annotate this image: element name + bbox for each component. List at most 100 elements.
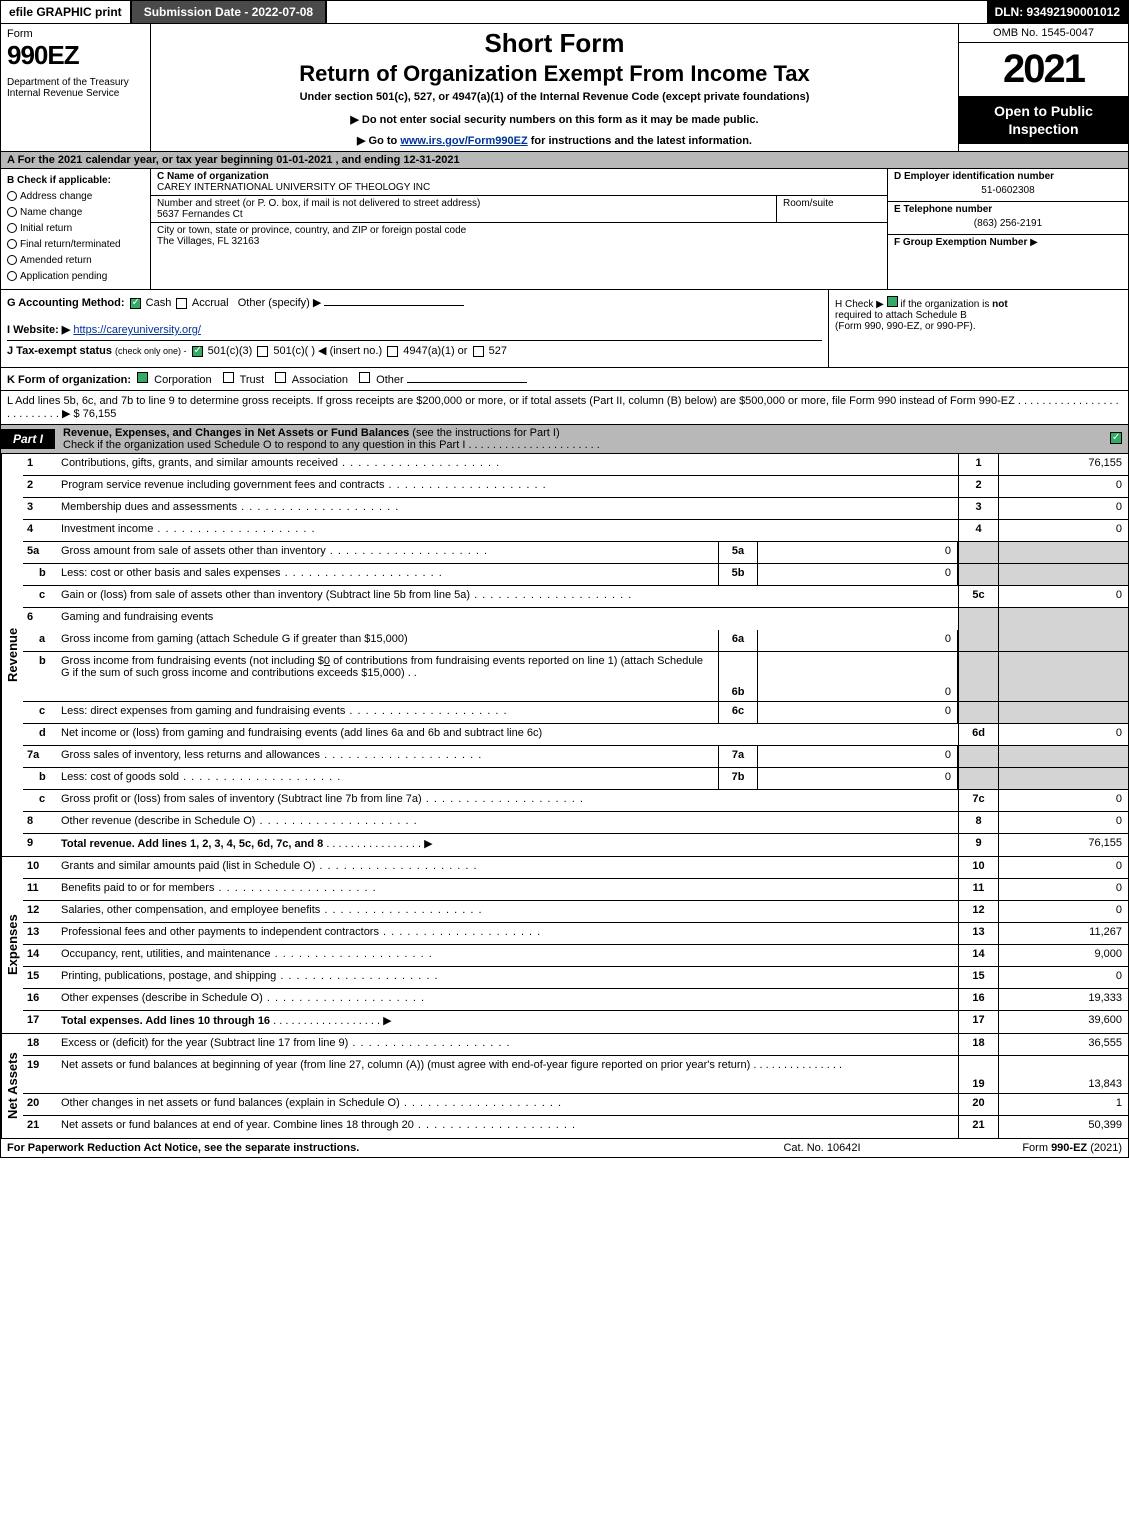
g-accrual: Accrual [192, 297, 229, 309]
j-4947: 4947(a)(1) or [403, 345, 467, 357]
c-addr-hint: Number and street (or P. O. box, if mail… [157, 198, 770, 209]
j-hint: (check only one) - [115, 346, 187, 356]
row-21: 21Net assets or fund balances at end of … [23, 1116, 1128, 1138]
c-city: The Villages, FL 32163 [157, 236, 881, 247]
donot-note: ▶ Do not enter social security numbers o… [157, 113, 952, 126]
col-b-checkboxes: B Check if applicable: Address change Na… [1, 169, 151, 289]
part1-check-hint: Check if the organization used Schedule … [63, 439, 465, 451]
c-city-hint: City or town, state or province, country… [157, 225, 881, 236]
b-opt-address-change[interactable]: Address change [7, 189, 144, 205]
i-website-label: I Website: ▶ [7, 324, 70, 336]
g-other: Other (specify) ▶ [238, 297, 322, 309]
b-opt-initial-return[interactable]: Initial return [7, 221, 144, 237]
row-6d: dNet income or (loss) from gaming and fu… [23, 724, 1128, 746]
h-text2: if the organization is [900, 299, 989, 310]
efile-print-button[interactable]: efile GRAPHIC print [1, 1, 132, 23]
expenses-lines: 10Grants and similar amounts paid (list … [23, 857, 1128, 1033]
k-assoc: Association [292, 374, 348, 386]
part1-title-hint: (see the instructions for Part I) [412, 427, 559, 439]
row-5a: 5aGross amount from sale of assets other… [23, 542, 1128, 564]
j-insert: ◀ (insert no.) [318, 345, 382, 357]
top-bar: efile GRAPHIC print Submission Date - 20… [0, 0, 1129, 24]
checkbox-assoc[interactable] [275, 372, 286, 383]
checkbox-checked-icon [1110, 432, 1122, 444]
checkbox-4947[interactable] [387, 346, 398, 357]
checkbox-icon [7, 239, 17, 249]
row-9: 9Total revenue. Add lines 1, 2, 3, 4, 5c… [23, 834, 1128, 856]
row-11: 11Benefits paid to or for members110 [23, 879, 1128, 901]
b-opt-amended[interactable]: Amended return [7, 253, 144, 269]
f-group: F Group Exemption Number ▶ [888, 235, 1128, 250]
row-6: 6Gaming and fundraising events [23, 608, 1128, 630]
page-footer: For Paperwork Reduction Act Notice, see … [0, 1139, 1129, 1158]
part1-title-main: Revenue, Expenses, and Changes in Net As… [63, 427, 409, 439]
col-c-org: C Name of organization CAREY INTERNATION… [151, 169, 888, 289]
checkbox-other[interactable] [359, 372, 370, 383]
c-org-name: CAREY INTERNATIONAL UNIVERSITY OF THEOLO… [157, 182, 881, 193]
row-gh: G Accounting Method: Cash Accrual Other … [0, 290, 1129, 368]
j-501c: 501(c)( ) [273, 345, 315, 357]
checkbox-cash-checked[interactable] [130, 298, 141, 309]
k-corp: Corporation [154, 374, 211, 386]
row-20: 20Other changes in net assets or fund ba… [23, 1094, 1128, 1116]
subtitle-under: Under section 501(c), 527, or 4947(a)(1)… [157, 91, 952, 103]
row-7b: bLess: cost of goods sold7b0 [23, 768, 1128, 790]
checkbox-icon [7, 223, 17, 233]
checkbox-corp-checked[interactable] [137, 372, 148, 383]
row-5c: cGain or (loss) from sale of assets othe… [23, 586, 1128, 608]
k-trust: Trust [240, 374, 265, 386]
checkbox-501c3-checked[interactable] [192, 346, 203, 357]
omb-number: OMB No. 1545-0047 [959, 24, 1128, 43]
checkbox-accrual[interactable] [176, 298, 187, 309]
checkbox-icon [7, 207, 17, 217]
checkbox-icon [7, 191, 17, 201]
b-opt-name-change[interactable]: Name change [7, 205, 144, 221]
h-text1: H Check ▶ [835, 299, 884, 310]
goto-link[interactable]: www.irs.gov/Form990EZ [400, 135, 527, 147]
row-l: L Add lines 5b, 6c, and 7b to line 9 to … [0, 391, 1129, 425]
checkbox-trust[interactable] [223, 372, 234, 383]
row-6a: aGross income from gaming (attach Schedu… [23, 630, 1128, 652]
g-accounting: G Accounting Method: Cash Accrual Other … [7, 296, 822, 309]
row-15: 15Printing, publications, postage, and s… [23, 967, 1128, 989]
title-return: Return of Organization Exempt From Incom… [157, 61, 952, 87]
netassets-lines: 18Excess or (deficit) for the year (Subt… [23, 1034, 1128, 1138]
c-addr: 5637 Fernandes Ct [157, 209, 770, 220]
k-other: Other [376, 374, 404, 386]
row-6b: bGross income from fundraising events (n… [23, 652, 1128, 702]
section-bcdef: B Check if applicable: Address change Na… [0, 169, 1129, 290]
part1-header: Part I Revenue, Expenses, and Changes in… [0, 425, 1129, 454]
row-a-period: A For the 2021 calendar year, or tax yea… [0, 152, 1129, 169]
b-label: B Check if applicable: [7, 173, 144, 189]
d-ein: D Employer identification number 51-0602… [888, 169, 1128, 202]
row-10: 10Grants and similar amounts paid (list … [23, 857, 1128, 879]
b-opt-pending[interactable]: Application pending [7, 269, 144, 285]
checkbox-h-checked[interactable] [887, 296, 898, 307]
header-center: Short Form Return of Organization Exempt… [151, 24, 958, 151]
checkbox-icon [7, 255, 17, 265]
title-short-form: Short Form [157, 28, 952, 59]
row-k: K Form of organization: Corporation Trus… [0, 368, 1129, 391]
row-3: 3Membership dues and assessments30 [23, 498, 1128, 520]
website-link[interactable]: https://careyuniversity.org/ [73, 324, 201, 336]
row-8: 8Other revenue (describe in Schedule O)8… [23, 812, 1128, 834]
c-room-block: Room/suite [777, 196, 887, 222]
c-room-hint: Room/suite [783, 198, 881, 209]
col-g: G Accounting Method: Cash Accrual Other … [1, 290, 828, 367]
row-5b: bLess: cost or other basis and sales exp… [23, 564, 1128, 586]
submission-date-button[interactable]: Submission Date - 2022-07-08 [132, 1, 327, 23]
revenue-lines: 1Contributions, gifts, grants, and simil… [23, 454, 1128, 856]
c-addr-block: Number and street (or P. O. box, if mail… [151, 196, 777, 222]
k-label: K Form of organization: [7, 374, 131, 386]
b-opt-final-return[interactable]: Final return/terminated [7, 237, 144, 253]
col-h: H Check ▶ if the organization is not req… [828, 290, 1128, 367]
g-cash: Cash [146, 297, 172, 309]
part1-checkbox[interactable] [1104, 432, 1128, 447]
goto-note: ▶ Go to www.irs.gov/Form990EZ for instru… [157, 134, 952, 147]
checkbox-527[interactable] [473, 346, 484, 357]
checkbox-501c[interactable] [257, 346, 268, 357]
row-1: 1Contributions, gifts, grants, and simil… [23, 454, 1128, 476]
part1-title: Revenue, Expenses, and Changes in Net As… [55, 425, 1104, 453]
form-number: 990EZ [7, 40, 144, 71]
d-hint: D Employer identification number [894, 171, 1122, 182]
